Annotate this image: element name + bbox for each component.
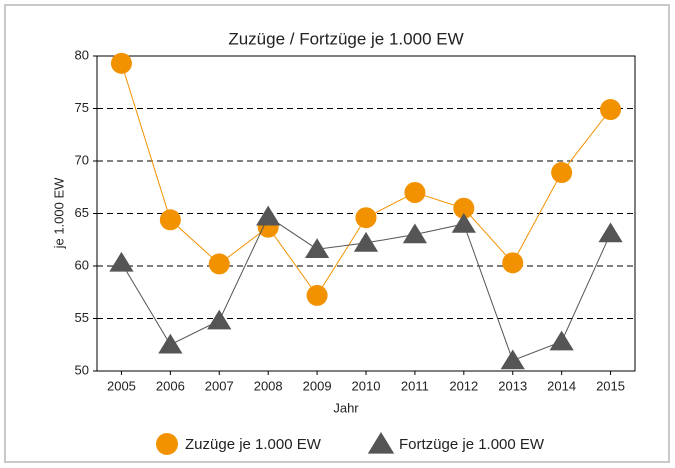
- x-tick-label: 2005: [107, 378, 136, 393]
- x-axis-label: Jahr: [333, 400, 359, 415]
- marker: [304, 238, 330, 258]
- chart-title: Zuzüge / Fortzüge je 1.000 EW: [228, 29, 463, 48]
- marker: [600, 99, 622, 121]
- x-tick-label: 2006: [156, 378, 185, 393]
- frame: [4, 4, 670, 463]
- marker: [109, 251, 134, 272]
- marker: [353, 231, 379, 252]
- marker: [355, 207, 377, 229]
- marker: [159, 209, 181, 231]
- y-tick-label: 50: [75, 362, 89, 377]
- legend-label: Zuzüge je 1.000 EW: [185, 436, 322, 453]
- x-tick-label: 2012: [449, 378, 478, 393]
- y-tick-label: 65: [75, 205, 89, 220]
- x-tick-label: 2010: [352, 378, 381, 393]
- marker: [598, 222, 623, 243]
- x-tick-label: 2007: [205, 378, 234, 393]
- marker: [256, 205, 281, 226]
- y-tick-label: 80: [75, 47, 89, 62]
- marker: [306, 284, 328, 306]
- marker: [500, 349, 525, 370]
- marker: [451, 213, 476, 233]
- marker: [502, 252, 524, 274]
- legend-marker: [156, 433, 178, 455]
- marker: [549, 330, 574, 351]
- legend-marker: [367, 432, 395, 454]
- marker: [453, 197, 475, 219]
- marker: [404, 182, 426, 203]
- x-tick-label: 2008: [254, 378, 283, 393]
- marker: [402, 223, 428, 244]
- x-tick-label: 2015: [596, 378, 625, 393]
- y-tick-label: 70: [75, 152, 89, 167]
- marker: [207, 309, 232, 330]
- marker: [110, 52, 132, 74]
- y-tick-label: 60: [75, 257, 89, 272]
- x-tick-label: 2011: [401, 378, 429, 393]
- x-tick-label: 2009: [303, 378, 332, 393]
- x-tick-label: 2013: [498, 378, 527, 393]
- y-tick-label: 55: [75, 310, 89, 325]
- marker: [551, 162, 573, 184]
- y-axis-label: je 1.000 EW: [51, 177, 66, 250]
- legend-label: Fortzüge je 1.000 EW: [399, 436, 545, 453]
- y-tick-label: 75: [75, 100, 89, 115]
- marker: [158, 333, 183, 354]
- x-tick-label: 2014: [547, 378, 576, 393]
- marker: [208, 253, 230, 275]
